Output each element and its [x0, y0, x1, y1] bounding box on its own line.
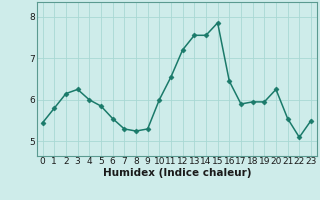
X-axis label: Humidex (Indice chaleur): Humidex (Indice chaleur) — [102, 168, 251, 178]
